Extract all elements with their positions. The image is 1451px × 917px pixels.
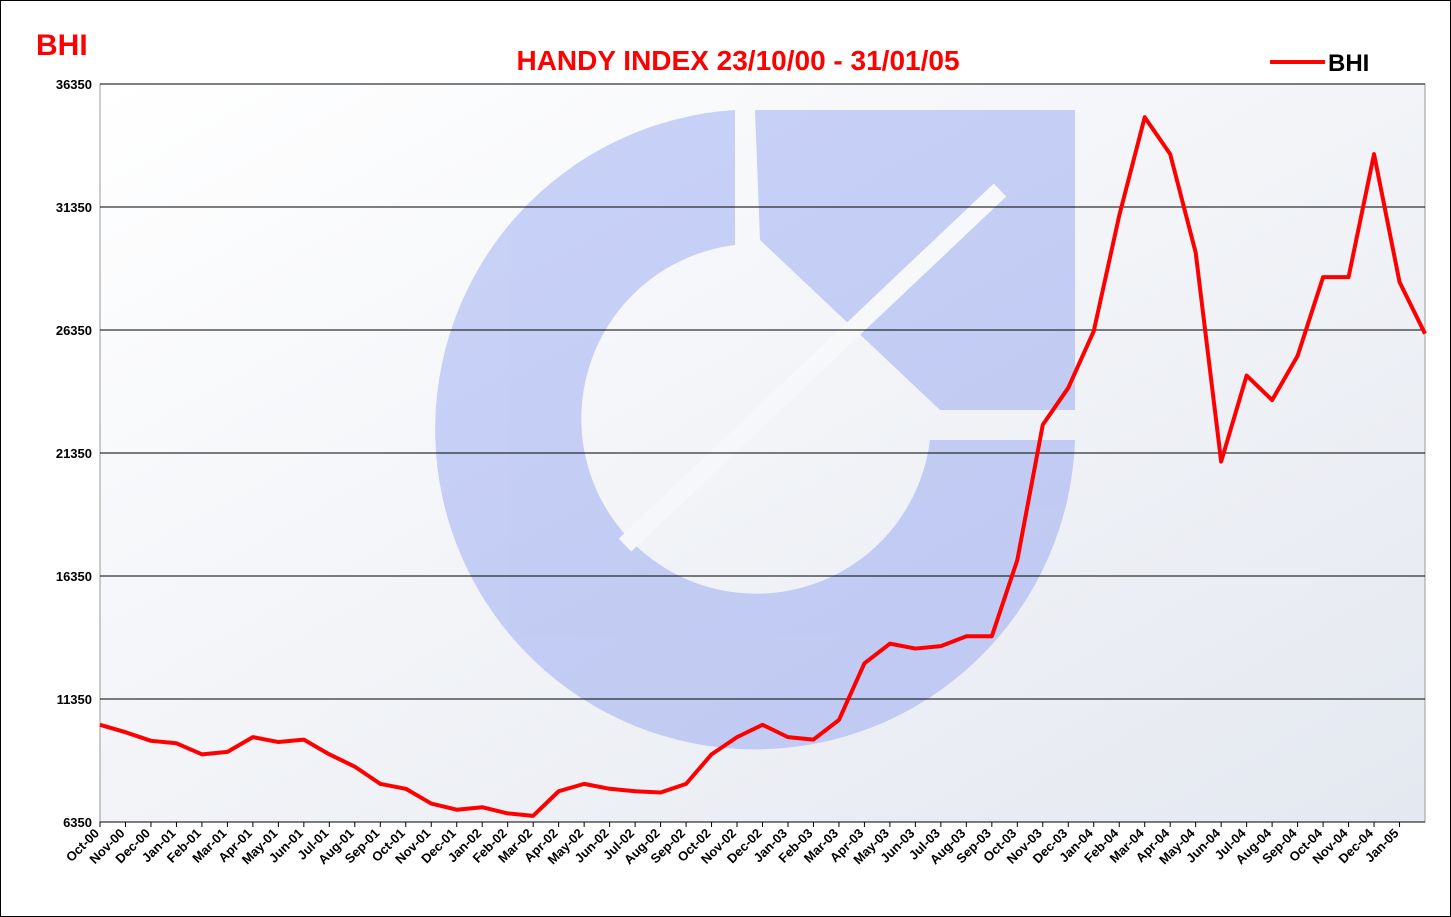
y-tick-label: 16350 bbox=[56, 569, 92, 584]
y-tick-label: 11350 bbox=[57, 692, 92, 707]
y-tick-label: 26350 bbox=[56, 323, 92, 338]
corner-label: BHI bbox=[36, 29, 88, 62]
y-tick-label: 6350 bbox=[63, 815, 92, 830]
y-tick-label: 21350 bbox=[56, 446, 92, 461]
chart-title: HANDY INDEX 23/10/00 - 31/01/05 bbox=[516, 45, 959, 76]
watermark bbox=[435, 110, 1075, 750]
legend-label: BHI bbox=[1328, 50, 1369, 77]
series-line bbox=[99, 115, 1427, 818]
y-tick-label: 31350 bbox=[56, 200, 92, 215]
y-tick-label: 36350 bbox=[56, 77, 92, 92]
